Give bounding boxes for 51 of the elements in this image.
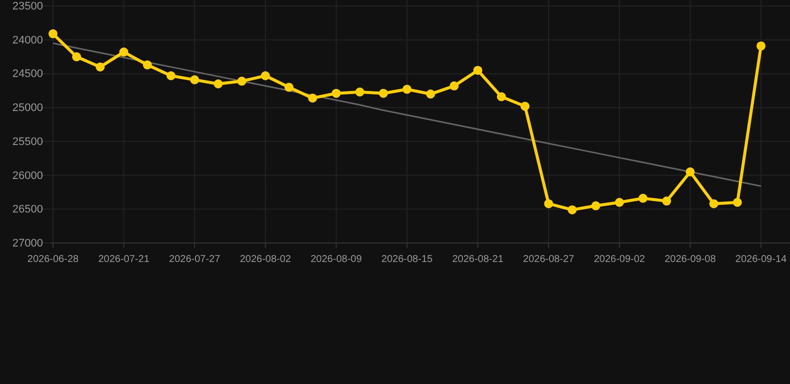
y-tick-label: 24500	[12, 68, 43, 80]
point	[166, 71, 176, 80]
point	[686, 167, 695, 176]
x-tick-label: 2026-07-21	[98, 254, 150, 265]
point	[638, 194, 648, 203]
point	[402, 84, 412, 94]
point	[614, 198, 624, 207]
x-tick-label: 2026-09-02	[594, 254, 646, 265]
point	[237, 76, 246, 86]
point	[332, 88, 341, 98]
point	[260, 71, 270, 80]
point	[48, 29, 58, 38]
point	[72, 52, 82, 62]
point	[308, 94, 318, 103]
point	[378, 88, 388, 98]
point	[496, 92, 506, 102]
x-tick-label: 2026-09-14	[735, 254, 788, 265]
x-tick-label: 2026-09-08	[664, 254, 716, 265]
point	[709, 199, 718, 208]
y-tick-label: 24000	[12, 34, 43, 46]
point	[732, 198, 742, 207]
point	[355, 87, 364, 96]
x-tick-label: 2026-06-28	[27, 254, 80, 265]
point	[119, 48, 128, 57]
y-tick-label: 27000	[12, 238, 43, 250]
x-tick-label: 2026-08-09	[310, 254, 362, 265]
y-tick-label: 23500	[12, 0, 43, 13]
point	[473, 66, 482, 75]
point	[214, 79, 223, 88]
x-tick-label: 2026-07-27	[169, 254, 221, 265]
y-tick-label: 25500	[12, 136, 43, 148]
x-tick-label: 2026-08-02	[240, 254, 292, 265]
x-tick-label: 2026-08-21	[452, 254, 504, 265]
y-tick-label: 25000	[12, 102, 43, 114]
y-tick-label: 26500	[12, 204, 43, 216]
x-tick-label: 2026-08-27	[523, 254, 575, 265]
point	[568, 205, 577, 214]
point	[591, 201, 600, 210]
point	[450, 81, 459, 90]
point	[426, 90, 436, 99]
point	[284, 82, 294, 92]
point	[544, 199, 554, 208]
y-tick-label: 26000	[12, 170, 43, 182]
point	[142, 60, 152, 70]
point	[662, 196, 672, 206]
point	[520, 102, 530, 111]
point	[756, 41, 766, 50]
point	[190, 75, 200, 84]
point	[96, 62, 105, 72]
x-tick-label: 2026-08-15	[381, 254, 434, 265]
line-series	[52, 42, 762, 187]
